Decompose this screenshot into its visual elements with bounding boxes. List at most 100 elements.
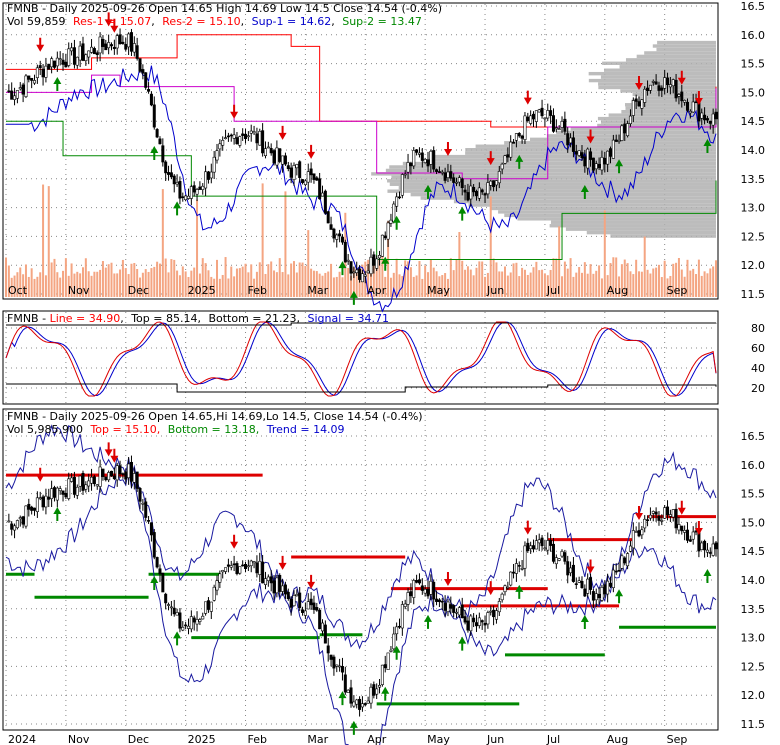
price-candle-body: [534, 110, 538, 122]
price-candle-body: [486, 182, 490, 195]
volume-bar: [127, 274, 130, 297]
price-candle-body: [631, 100, 635, 116]
volume-bar: [84, 258, 87, 297]
trend-candle-body: [303, 610, 307, 616]
price-candle-body: [135, 45, 139, 59]
price-candle-body: [540, 107, 544, 117]
price-x-tick-2: Dec: [128, 284, 149, 297]
volume-bar: [629, 271, 632, 297]
trend-candle-body: [283, 584, 287, 595]
trend-candle-body: [406, 592, 410, 605]
trend-candle-body: [597, 593, 601, 599]
osc-y-tick-80: 80: [751, 322, 765, 335]
trend-candle-body: [392, 633, 396, 650]
trend-candle-body: [452, 605, 456, 613]
volume-bar: [526, 274, 529, 297]
trend-candle-body: [483, 622, 487, 626]
trend-candle-body: [112, 475, 116, 480]
price-candle-body: [72, 47, 76, 65]
trend-candle-body: [249, 560, 253, 567]
price-candle-body: [412, 150, 416, 167]
trend-candle-body: [703, 540, 707, 551]
price-candle-body: [668, 84, 672, 88]
volume-bar: [655, 267, 658, 297]
sell-arrow: [586, 559, 595, 574]
price-candle-body: [620, 125, 624, 141]
price-candle-body: [206, 171, 210, 180]
price-candle-body: [81, 43, 85, 61]
volume-bar: [104, 267, 107, 297]
trend-candle-body: [244, 563, 248, 569]
price-candle-body: [198, 186, 202, 190]
volume-bar: [310, 268, 313, 297]
price-candle-body: [389, 219, 393, 224]
profile-bar: [504, 213, 716, 218]
trend-candle-body: [668, 514, 672, 517]
trend-candle-body: [680, 525, 684, 532]
price-candle-body: [671, 79, 675, 87]
volume-bar: [626, 263, 629, 297]
trend-candle-body: [466, 620, 470, 631]
volume-bar: [164, 258, 167, 297]
price-candle-body: [506, 154, 510, 158]
trend-candle-body: [520, 568, 524, 570]
trend-candle-body: [241, 564, 245, 567]
price-candle-body: [61, 59, 65, 65]
profile-bar: [420, 196, 716, 200]
price-y-tick-14.0: 14.0: [741, 144, 766, 157]
buy-arrow: [381, 686, 390, 701]
trend-candle-body: [492, 609, 496, 618]
volume-bar: [395, 258, 398, 297]
profile-bar: [565, 227, 716, 231]
volume-bar: [338, 271, 341, 297]
volume-bar: [216, 259, 219, 297]
trend-candle-body: [149, 522, 153, 536]
sell-arrow: [486, 151, 495, 166]
price-candle-body: [246, 135, 250, 138]
volume-bar: [375, 263, 378, 297]
volume-bar: [247, 272, 250, 297]
volume-bar: [692, 268, 695, 297]
price-candle-body: [651, 81, 655, 83]
sell-arrow: [278, 555, 287, 570]
volume-bar: [669, 275, 672, 297]
price-candle-body: [380, 234, 384, 257]
price-candle-body: [189, 186, 193, 199]
trend-candle-body: [338, 665, 342, 668]
price-candle-body: [18, 87, 22, 90]
price-x-tick-1: Nov: [68, 284, 90, 297]
price-y-tick-15.5: 15.5: [741, 58, 766, 71]
profile-bar: [636, 54, 716, 59]
price-candle-body: [172, 175, 176, 185]
price-candle-body: [147, 89, 151, 92]
volume-bar: [446, 278, 449, 297]
volume-bar: [233, 276, 236, 297]
signal-line: [5, 321, 717, 397]
volume-bar: [398, 274, 401, 297]
volume-bar: [407, 261, 410, 297]
profile-bar: [608, 113, 716, 117]
profile-bar: [631, 99, 716, 104]
trend-bottom-label: Bottom = 13.18,: [168, 423, 260, 436]
price-candle-body: [218, 143, 222, 150]
trend-y-tick-15.5: 15.5: [741, 488, 766, 501]
trend-candle-body: [189, 616, 193, 630]
volume-bar: [600, 278, 603, 297]
volume-bar: [10, 277, 13, 297]
volume-bar: [73, 273, 76, 297]
volume-bar: [307, 230, 310, 297]
trend-candle-body: [101, 468, 105, 477]
sell-arrow: [104, 442, 113, 457]
profile-bar: [410, 192, 716, 197]
volume-bar: [99, 269, 102, 297]
sell-arrow: [110, 18, 119, 33]
volume-bar: [378, 259, 381, 297]
volume-bar: [275, 272, 278, 297]
trend-candle-body: [38, 497, 42, 500]
volume-bar: [438, 276, 441, 297]
price-candle-body: [489, 180, 493, 186]
price-candle-body: [654, 81, 658, 85]
price-candle-body: [352, 271, 356, 274]
price-candle-body: [705, 118, 709, 121]
price-candle-body: [628, 115, 632, 124]
